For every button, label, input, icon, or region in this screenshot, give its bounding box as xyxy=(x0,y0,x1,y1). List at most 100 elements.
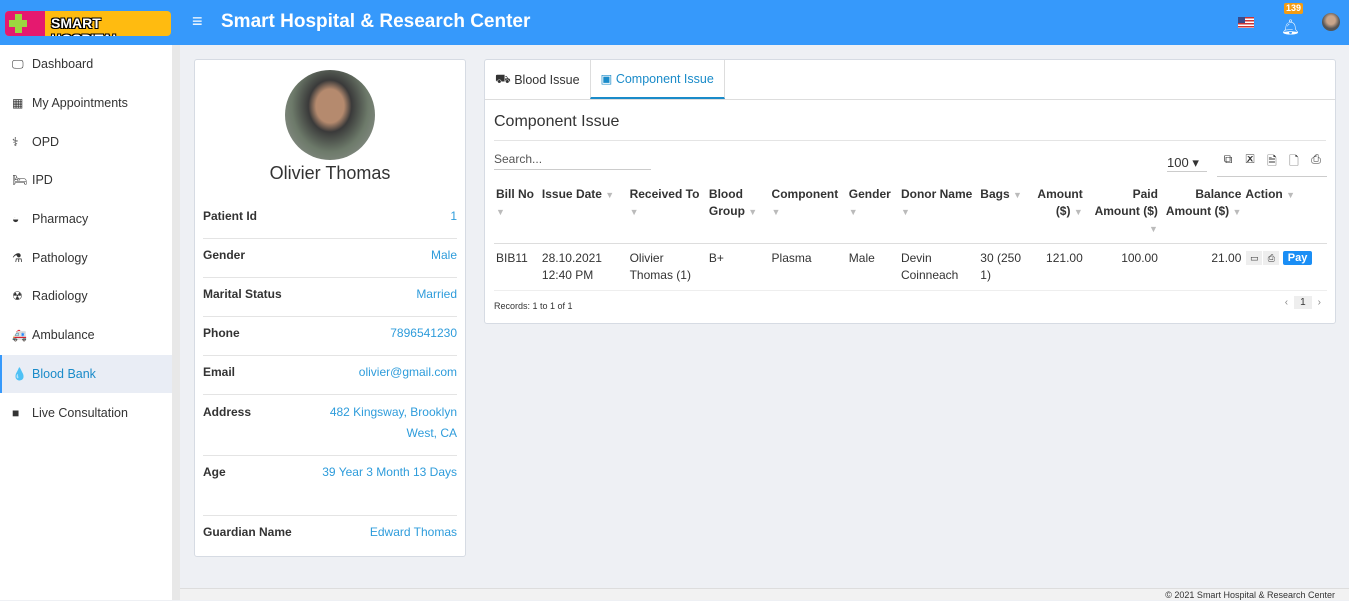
sidebar: 🖵 Dashboard ▦ My Appointments ⚕ OPD 🛏 IPD ◒ Pharm… xyxy=(0,45,180,600)
excel-icon[interactable]: 🗷 xyxy=(1245,152,1255,166)
profile-value: 39 Year 3 Month 13 Days xyxy=(322,465,457,479)
column-header[interactable]: Issue Date ▼ xyxy=(539,184,628,244)
profile-label: Guardian Name xyxy=(203,525,292,539)
sidebar-item-dashboard[interactable]: 🖵 Dashboard xyxy=(0,45,172,84)
user-avatar[interactable] xyxy=(1322,13,1340,31)
profile-row: Address 482 Kingsway, Brooklyn West, CA xyxy=(203,396,457,456)
profile-row: Email olivier@gmail.com xyxy=(203,356,457,395)
search-input[interactable]: Search... xyxy=(494,152,651,170)
page-1[interactable]: 1 xyxy=(1294,296,1312,309)
profile-row: Age 39 Year 3 Month 13 Days xyxy=(203,456,457,516)
sidebar-scrollbar[interactable] xyxy=(172,45,180,600)
column-header[interactable]: Action ▼ xyxy=(1243,184,1327,244)
page-size-select[interactable]: 100 ▾ xyxy=(1167,155,1207,172)
blood-issue-icon: ⛟ xyxy=(495,71,515,86)
sidebar-icon: ☢ xyxy=(12,289,23,304)
bell-icon[interactable]: 🔔︎ xyxy=(1281,19,1301,36)
column-header[interactable]: Paid Amount ($) ▼ xyxy=(1084,184,1160,244)
sidebar-item-ambulance[interactable]: 🚑 Ambulance xyxy=(0,316,172,355)
pagination: ‹ 1 › xyxy=(1285,296,1321,309)
profile-value: Male xyxy=(430,248,457,262)
next-page[interactable]: › xyxy=(1317,297,1321,308)
component-issue-table: Bill No ▼ Issue Date ▼ Received To ▼ Blood … xyxy=(494,184,1327,291)
table-cell: 30 (250 1) xyxy=(978,243,1025,291)
profile-label: Age xyxy=(203,465,226,479)
profile-label: Patient Id xyxy=(203,209,258,223)
sidebar-item-pathology[interactable]: ⚗ Pathology xyxy=(0,238,172,277)
tab-component-issue[interactable]: ▣ Component Issue xyxy=(589,60,725,99)
column-header[interactable]: Bags ▼ xyxy=(978,184,1025,244)
sort-icon: ▼ xyxy=(771,207,781,217)
table-cell: 100.00 xyxy=(1084,243,1160,291)
sidebar-item-opd[interactable]: ⚕ OPD xyxy=(0,122,172,161)
profile-value: Married xyxy=(416,287,457,301)
sidebar-item-label: Radiology xyxy=(32,289,88,304)
sidebar-item-label: My Appointments xyxy=(32,96,128,111)
sort-icon: ▼ xyxy=(1148,224,1158,234)
profile-label: Phone xyxy=(203,326,240,340)
patient-name: Olivier Thomas xyxy=(269,163,391,183)
component-issue-panel: ⛟ Blood Issue ▣ Component Issue Componen… xyxy=(484,59,1336,324)
column-header[interactable]: Balance Amount ($) ▼ xyxy=(1159,184,1244,244)
tab-blood-issue[interactable]: ⛟ Blood Issue xyxy=(495,71,580,87)
payment-icon[interactable]: ▭ xyxy=(1246,251,1263,266)
sort-icon: ▼ xyxy=(629,207,639,217)
sidebar-item-radiology[interactable]: ☢ Radiology xyxy=(0,277,172,316)
profile-label: Marital Status xyxy=(203,287,282,301)
print-icon[interactable]: ⎙ xyxy=(1311,152,1321,166)
us-flag-icon[interactable] xyxy=(1238,17,1254,28)
profile-row: Gender Male xyxy=(203,239,457,278)
sidebar-icon: ▦ xyxy=(12,96,24,111)
menu-toggle-icon[interactable]: ≡ xyxy=(192,11,203,31)
sort-icon: ▼ xyxy=(1012,190,1022,200)
column-header[interactable]: Component ▼ xyxy=(769,184,847,244)
sidebar-item-label: Blood Bank xyxy=(32,366,96,381)
sidebar-icon: 🖵 xyxy=(12,56,24,71)
sort-icon: ▼ xyxy=(900,207,910,217)
print-icon[interactable]: ⎙ xyxy=(1263,251,1280,266)
logo[interactable]: SMART HOSPITAL xyxy=(5,11,171,36)
profile-value: olivier@gmail.com xyxy=(358,365,457,379)
sort-icon: ▼ xyxy=(496,207,505,217)
component-icon: ▣ xyxy=(600,72,616,86)
sidebar-item-label: Pharmacy xyxy=(32,212,89,227)
sidebar-item-live-consultation[interactable]: ■ Live Consultation xyxy=(0,393,172,432)
column-header[interactable]: Received To ▼ xyxy=(627,184,707,244)
sidebar-item-my-appointments[interactable]: ▦ My Appointments xyxy=(0,84,172,123)
sidebar-item-blood-bank[interactable]: 💧 Blood Bank xyxy=(0,354,180,394)
pdf-icon[interactable]: 🗋 xyxy=(1289,154,1299,168)
sidebar-icon: 💧 xyxy=(12,366,27,381)
table-row: BIB11 28.10.2021 12:40 PM Olivier Thomas (… xyxy=(494,243,1327,291)
column-header[interactable]: Gender ▼ xyxy=(846,184,899,244)
sidebar-icon: ⚕ xyxy=(12,134,19,149)
prev-page[interactable]: ‹ xyxy=(1284,297,1289,308)
profile-label: Address xyxy=(203,405,252,419)
sort-icon: ▼ xyxy=(605,190,615,200)
table-cell: 21.00 xyxy=(1159,243,1244,291)
sidebar-item-pharmacy[interactable]: ◒ Pharmacy xyxy=(0,200,172,239)
profile-value: Edward Thomas xyxy=(369,525,457,539)
table-cell: Plasma xyxy=(769,243,847,291)
records-info: Records: 1 to 1 of 1 xyxy=(494,301,573,311)
action-cell: ▭ ⎙ Pay xyxy=(1243,243,1327,291)
sidebar-item-ipd[interactable]: 🛏 IPD xyxy=(0,161,172,200)
sidebar-icon: 🛏 xyxy=(12,173,28,188)
notification-badge: 139 xyxy=(1284,3,1304,14)
column-header[interactable]: Blood Group ▼ xyxy=(706,184,770,244)
section-title: Component Issue xyxy=(494,113,620,130)
copy-icon[interactable]: ⧉ xyxy=(1223,152,1233,166)
column-header[interactable]: Bill No ▼ xyxy=(494,184,540,244)
csv-icon[interactable]: 🗎 xyxy=(1267,154,1277,168)
sort-icon: ▼ xyxy=(1073,207,1083,217)
table-cell: Male xyxy=(846,243,899,291)
sidebar-item-label: Live Consultation xyxy=(32,405,128,420)
profile-value: 1 xyxy=(450,209,457,223)
patient-photo xyxy=(285,70,375,160)
table-cell: 121.00 xyxy=(1024,243,1085,291)
sort-icon: ▼ xyxy=(848,207,858,217)
table-cell: Olivier Thomas (1) xyxy=(627,243,707,291)
pay-button[interactable]: Pay xyxy=(1282,251,1313,266)
sidebar-item-label: Ambulance xyxy=(32,328,95,343)
column-header[interactable]: Amount ($) ▼ xyxy=(1024,184,1085,244)
column-header[interactable]: Donor Name ▼ xyxy=(898,184,979,244)
